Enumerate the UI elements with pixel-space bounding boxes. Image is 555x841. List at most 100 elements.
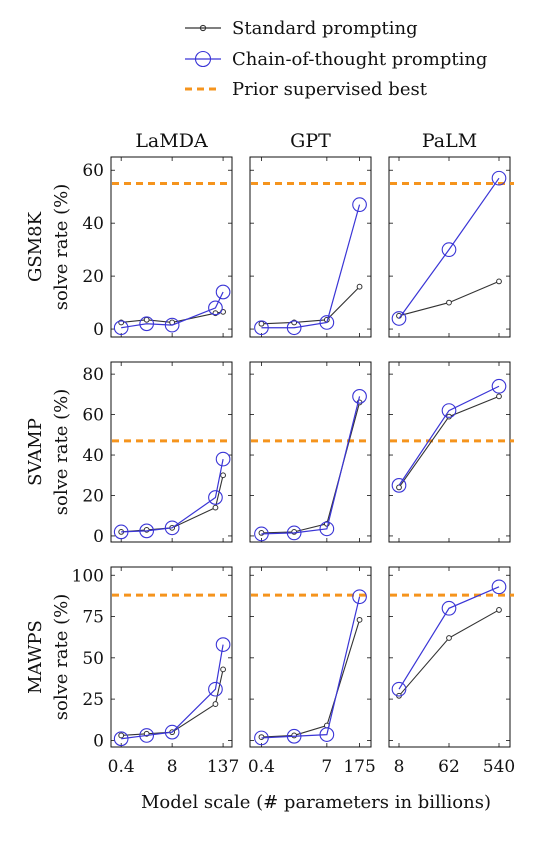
series-standard-point	[143, 526, 150, 533]
panel-frame	[388, 361, 511, 543]
series-cot-point	[319, 521, 335, 537]
x-axis-label: Model scale (# parameters in billions)	[141, 792, 491, 813]
series-cot-point	[208, 300, 223, 316]
series-standard-point	[220, 666, 226, 673]
series-cot-line	[261, 396, 361, 535]
series-standard-point	[291, 528, 298, 535]
series-cot-point	[113, 320, 129, 336]
series-standard-point	[356, 283, 363, 290]
row-label-2: MAWPS	[25, 620, 46, 694]
row-sublabel-0: solve rate (%)	[51, 184, 72, 310]
series-cot-line	[261, 204, 361, 329]
y-tick-label: 20	[82, 267, 104, 287]
legend-swatch-marker-0	[199, 24, 207, 32]
column-title-2: PaLM	[422, 130, 477, 152]
series-cot-point	[164, 724, 180, 740]
series-cot-line	[398, 177, 500, 319]
panel-2-2: 8 62 540	[388, 566, 515, 777]
legend-swatch-marker-1	[194, 50, 212, 68]
panel-frame	[388, 566, 511, 748]
series-standard-line	[398, 609, 500, 697]
series-cot-line	[121, 291, 224, 329]
panel-0-0	[110, 156, 233, 338]
legend: Standard prompting Chain-of-thought promp…	[185, 18, 487, 100]
panel-1-2	[388, 361, 514, 543]
series-standard-point	[212, 504, 219, 511]
series-standard-point	[143, 316, 150, 323]
series-standard-point	[496, 393, 502, 400]
series-standard-point	[258, 529, 265, 536]
series-cot-line	[398, 385, 500, 486]
panel-2-1: 0.4 7 175	[248, 566, 376, 777]
series-cot-point	[286, 320, 302, 336]
series-standard-point	[258, 320, 265, 327]
series-standard-point	[220, 472, 226, 479]
series-cot-point	[491, 170, 507, 186]
column-title-0: LaMDA	[135, 130, 208, 152]
x-tick-label: 175	[343, 757, 375, 777]
series-cot-line	[261, 596, 361, 739]
series-standard-line	[261, 619, 361, 738]
series-cot-point	[164, 520, 180, 536]
series-cot-point	[113, 524, 129, 540]
y-tick-label: 40	[82, 446, 104, 466]
series-cot-line	[121, 644, 224, 740]
series-cot-point	[139, 523, 155, 539]
legend-entry-0: Standard prompting	[185, 18, 418, 39]
series-standard-point	[496, 607, 502, 613]
y-tick-label: 0	[93, 320, 104, 340]
series-standard-line	[261, 402, 361, 534]
y-tick-label: 60	[82, 406, 104, 426]
legend-entry-2: Prior supervised best	[185, 79, 428, 100]
x-tick-label: 540	[483, 757, 515, 777]
series-standard-point	[396, 484, 402, 491]
row-label-1: SVAMP	[25, 418, 46, 486]
series-standard-point	[496, 278, 502, 285]
x-tick-label: 0.4	[108, 757, 135, 777]
series-cot-point	[391, 681, 407, 697]
series-standard-point	[118, 732, 125, 739]
y-tick-label: 75	[82, 608, 104, 628]
y-tick-label: 20	[82, 486, 104, 506]
legend-label-1: Chain-of-thought prompting	[232, 49, 487, 70]
series-standard-point	[258, 734, 265, 740]
y-tick-label: 0	[93, 731, 104, 751]
series-cot-point	[319, 727, 335, 742]
series-standard-line	[261, 286, 360, 325]
series-cot-point	[352, 589, 367, 605]
series-cot-line	[121, 458, 224, 533]
y-tick-label: 50	[82, 649, 104, 669]
y-tick-label: 100	[72, 566, 104, 586]
series-cot-point	[254, 730, 269, 746]
series-cot-point	[113, 731, 129, 747]
series-cot-point	[139, 316, 155, 332]
panel-0-2	[388, 156, 514, 338]
legend-label-0: Standard prompting	[232, 18, 418, 39]
x-tick-label: 137	[207, 757, 239, 777]
panel-frame	[110, 566, 233, 748]
y-tick-label: 40	[82, 214, 104, 234]
series-cot-point	[139, 728, 155, 743]
y-tick-label: 0	[93, 527, 104, 547]
panel-frame	[110, 361, 233, 543]
series-cot-point	[352, 389, 367, 404]
series-cot-point	[441, 242, 457, 257]
series-cot-point	[208, 681, 223, 697]
series-standard-point	[291, 732, 298, 739]
series-standard-point	[446, 299, 452, 306]
series-cot-point	[208, 490, 223, 505]
series-cot-point	[254, 526, 269, 542]
series-standard-point	[212, 701, 219, 707]
row-sublabel-1: solve rate (%)	[51, 389, 72, 515]
panel-1-0	[110, 361, 233, 543]
y-tick-label: 60	[82, 161, 104, 181]
panel-0-1	[249, 156, 372, 338]
series-cot-point	[441, 600, 457, 616]
x-tick-label: 0.4	[248, 757, 275, 777]
series-cot-point	[491, 378, 507, 394]
series-cot-point	[286, 525, 302, 541]
series-cot-point	[215, 284, 231, 300]
series-cot-point	[391, 478, 407, 493]
